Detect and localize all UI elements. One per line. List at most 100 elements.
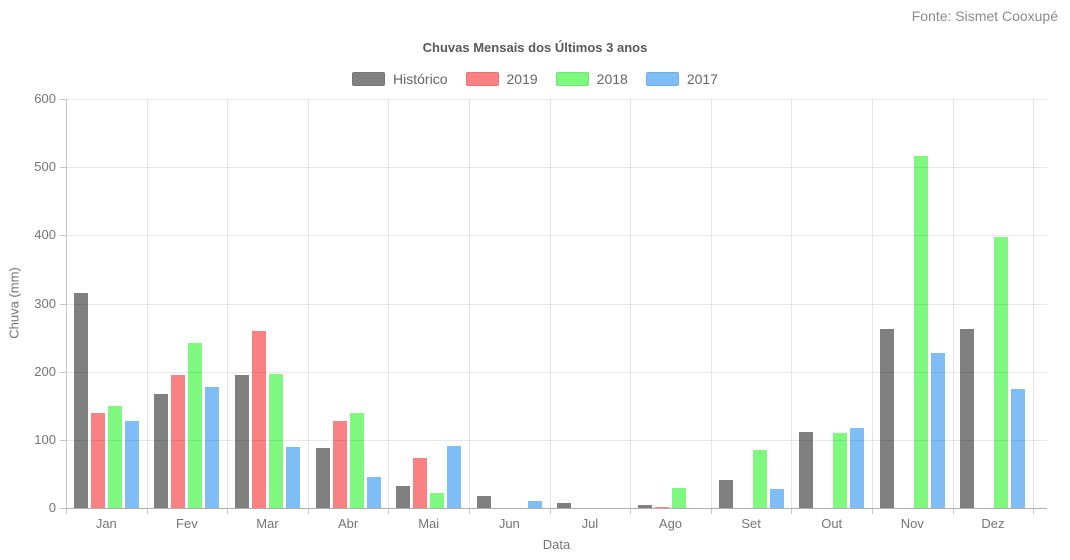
horizontal-gridline [66, 167, 1047, 169]
legend-label: 2019 [506, 71, 538, 87]
x-tick-mark [66, 508, 67, 514]
bar-2018-nov [913, 155, 928, 508]
horizontal-gridline [66, 235, 1047, 237]
bar-2019-fev [171, 375, 186, 508]
legend-label: 2017 [686, 71, 718, 87]
y-tick-label: 300 [34, 295, 56, 311]
y-tick-mark [60, 99, 66, 100]
legend-item-2018[interactable]: 2018 [555, 71, 628, 87]
y-tick-mark [60, 167, 66, 169]
legend-item-historico[interactable]: Histórico [352, 71, 448, 87]
bar-group-jul [550, 99, 631, 508]
x-tick-mark [307, 508, 309, 514]
bar-2018-ago [671, 488, 686, 508]
vertical-gridline [469, 99, 470, 508]
bar-2019-mai [413, 458, 428, 508]
x-axis-line [66, 508, 1047, 509]
x-tick-label-out: Out [821, 516, 843, 531]
bar-2018-mar [268, 374, 283, 508]
vertical-gridline [388, 99, 390, 508]
x-tick-mark [388, 508, 390, 514]
vertical-gridline [710, 99, 712, 508]
y-tick-mark [60, 439, 66, 441]
horizontal-gridline [66, 371, 1047, 373]
source-text: Fonte: Sismet Cooxupé [911, 8, 1058, 24]
y-tick-label: 600 [34, 91, 56, 106]
bar-2017-abr [366, 477, 381, 508]
x-tick-label-set: Set [741, 516, 761, 531]
y-tick-label: 100 [34, 431, 56, 447]
x-tick-label-abr: Abr [337, 516, 359, 531]
y-tick-label: 500 [34, 159, 56, 175]
x-tick-label-ago: Ago [658, 516, 683, 531]
y-tick-mark [60, 303, 66, 305]
bar-2017-out [850, 427, 865, 508]
bar-historico-nov [879, 329, 894, 508]
bar-group-nov [872, 99, 953, 508]
legend-item-2017[interactable]: 2017 [645, 71, 718, 87]
bar-historico-set [718, 480, 733, 508]
y-tick-label: 400 [34, 227, 56, 243]
x-tick-mark [630, 508, 632, 514]
bar-2017-mar [285, 446, 300, 508]
horizontal-gridline [66, 99, 1047, 100]
x-tick-label-nov: Nov [900, 516, 924, 531]
bar-2018-dez [994, 236, 1009, 508]
legend-swatch-2017 [645, 72, 679, 86]
x-tick-mark [872, 508, 873, 514]
legend-swatch-historico [352, 72, 386, 86]
bar-historico-out [799, 432, 814, 508]
bar-group-ago [630, 99, 711, 508]
bar-historico-mar [234, 375, 249, 508]
x-tick-mark [227, 508, 229, 514]
legend-item-2019[interactable]: 2019 [465, 71, 538, 87]
bar-group-jun [469, 99, 550, 508]
bar-2017-mai [447, 445, 462, 508]
vertical-gridline [227, 99, 229, 508]
bar-2018-jan [107, 405, 122, 508]
bar-2017-jan [124, 420, 139, 508]
chart-legend: Histórico 2019 2018 2017 [0, 71, 1070, 87]
x-tick-label-jul: Jul [581, 516, 599, 531]
vertical-gridline [146, 99, 148, 508]
bar-group-abr [308, 99, 389, 508]
vertical-gridline [791, 99, 793, 508]
legend-label: Histórico [393, 71, 448, 87]
x-tick-mark [1033, 508, 1035, 514]
x-tick-mark [146, 508, 148, 514]
vertical-gridline [952, 99, 954, 508]
x-tick-mark [791, 508, 793, 514]
bar-2018-mai [430, 493, 445, 508]
bar-2019-mar [251, 330, 266, 508]
bar-2018-set [752, 450, 767, 508]
bar-historico-ago [637, 504, 652, 508]
bar-group-fev [147, 99, 228, 508]
bar-historico-jan [73, 293, 88, 508]
bar-group-out [791, 99, 872, 508]
x-tick-mark [952, 508, 954, 514]
legend-swatch-2018 [555, 72, 589, 86]
vertical-gridline [1033, 99, 1035, 508]
bar-group-set [711, 99, 792, 508]
bar-2017-jun [527, 500, 542, 508]
x-tick-mark [710, 508, 712, 514]
x-tick-mark [549, 508, 551, 514]
y-tick-label: 0 [48, 500, 56, 515]
horizontal-gridline [66, 439, 1047, 441]
bar-group-mai [388, 99, 469, 508]
vertical-gridline [549, 99, 551, 508]
bar-2019-jan [90, 412, 105, 508]
bar-historico-jul [557, 502, 572, 508]
x-tick-label-mai: Mai [418, 516, 440, 531]
chart-title: Chuvas Mensais dos Últimos 3 anos [422, 40, 648, 55]
horizontal-gridline [66, 303, 1047, 305]
bar-2019-abr [332, 421, 347, 508]
bar-2019-ago [654, 506, 669, 508]
bar-historico-dez [960, 328, 975, 508]
x-tick-mark [469, 508, 470, 514]
x-tick-label-mar: Mar [256, 516, 279, 531]
bar-historico-abr [315, 448, 330, 508]
x-axis-title: Data [542, 537, 571, 552]
y-axis-line [66, 99, 67, 509]
